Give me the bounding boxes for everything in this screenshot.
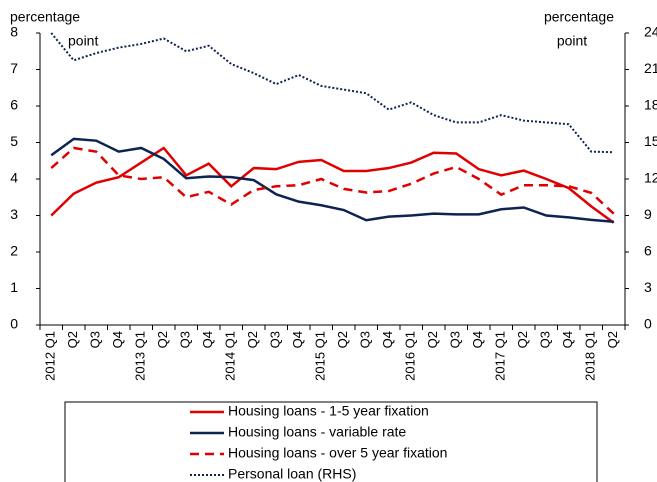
legend-label: Housing loans - over 5 year fixation bbox=[228, 445, 447, 461]
y-axis-label: percentage bbox=[10, 9, 80, 25]
x-tick-label: Q3 bbox=[358, 331, 373, 348]
x-tick-label: Q3 bbox=[268, 331, 283, 348]
x-tick-label: 2017 Q1 bbox=[493, 331, 508, 381]
x-tick-label: Q4 bbox=[560, 331, 575, 348]
series-line bbox=[50, 146, 615, 215]
y2-tick-label: 6 bbox=[644, 243, 652, 259]
y2-tick-label: 18 bbox=[644, 97, 657, 113]
legend-box bbox=[64, 401, 598, 482]
x-tick-label: Q4 bbox=[200, 331, 215, 348]
y2-tick-label: 0 bbox=[644, 316, 652, 332]
y-tick-label: 8 bbox=[10, 24, 18, 40]
x-tick-label: Q2 bbox=[605, 331, 620, 348]
y2-axis-label: point bbox=[557, 33, 587, 49]
x-tick-label: Q2 bbox=[65, 331, 80, 348]
y2-tick-label: 21 bbox=[644, 60, 657, 76]
x-tick-label: 2016 Q1 bbox=[403, 331, 418, 381]
x-tick-label: 2015 Q1 bbox=[313, 331, 328, 381]
x-tick-label: Q3 bbox=[448, 331, 463, 348]
y-axis-label: point bbox=[68, 33, 98, 49]
y2-tick-label: 24 bbox=[644, 24, 657, 40]
x-tick-label: 2012 Q1 bbox=[43, 331, 58, 381]
y-tick-label: 0 bbox=[10, 316, 18, 332]
y-tick-label: 2 bbox=[10, 243, 18, 259]
series-line bbox=[50, 32, 614, 154]
y-tick-label: 3 bbox=[10, 206, 18, 222]
x-tick-label: 2013 Q1 bbox=[133, 331, 148, 381]
x-tick-label: Q3 bbox=[178, 331, 193, 348]
y-tick-label: 4 bbox=[10, 170, 18, 186]
x-tick-label: Q3 bbox=[88, 331, 103, 348]
x-tick-label: Q2 bbox=[335, 331, 350, 348]
x-tick-label: Q2 bbox=[245, 331, 260, 348]
x-tick-label: Q2 bbox=[155, 331, 170, 348]
y2-axis-label: percentage bbox=[544, 9, 614, 25]
x-tick-label: Q4 bbox=[110, 331, 125, 348]
y-tick-label: 7 bbox=[10, 60, 18, 76]
y-tick-label: 5 bbox=[10, 133, 18, 149]
series-line bbox=[50, 137, 614, 223]
y2-tick-label: 12 bbox=[644, 170, 657, 186]
x-tick-label: Q3 bbox=[538, 331, 553, 348]
x-tick-label: Q4 bbox=[380, 331, 395, 348]
y2-tick-label: 15 bbox=[644, 133, 657, 149]
x-tick-label: Q4 bbox=[290, 331, 305, 348]
y-tick-label: 6 bbox=[10, 97, 18, 113]
series-line bbox=[50, 146, 615, 224]
x-tick-label: Q2 bbox=[425, 331, 440, 348]
x-tick-label: 2018 Q1 bbox=[583, 331, 598, 381]
x-tick-label: 2014 Q1 bbox=[223, 331, 238, 381]
y2-tick-label: 3 bbox=[644, 279, 652, 295]
x-tick-label: Q4 bbox=[470, 331, 485, 348]
x-tick-label: Q2 bbox=[515, 331, 530, 348]
legend-label: Housing loans - variable rate bbox=[228, 424, 406, 440]
legend-label: Personal loan (RHS) bbox=[228, 466, 356, 482]
legend-label: Housing loans - 1-5 year fixation bbox=[228, 403, 429, 419]
y-tick-label: 1 bbox=[10, 279, 18, 295]
y2-tick-label: 9 bbox=[644, 206, 652, 222]
